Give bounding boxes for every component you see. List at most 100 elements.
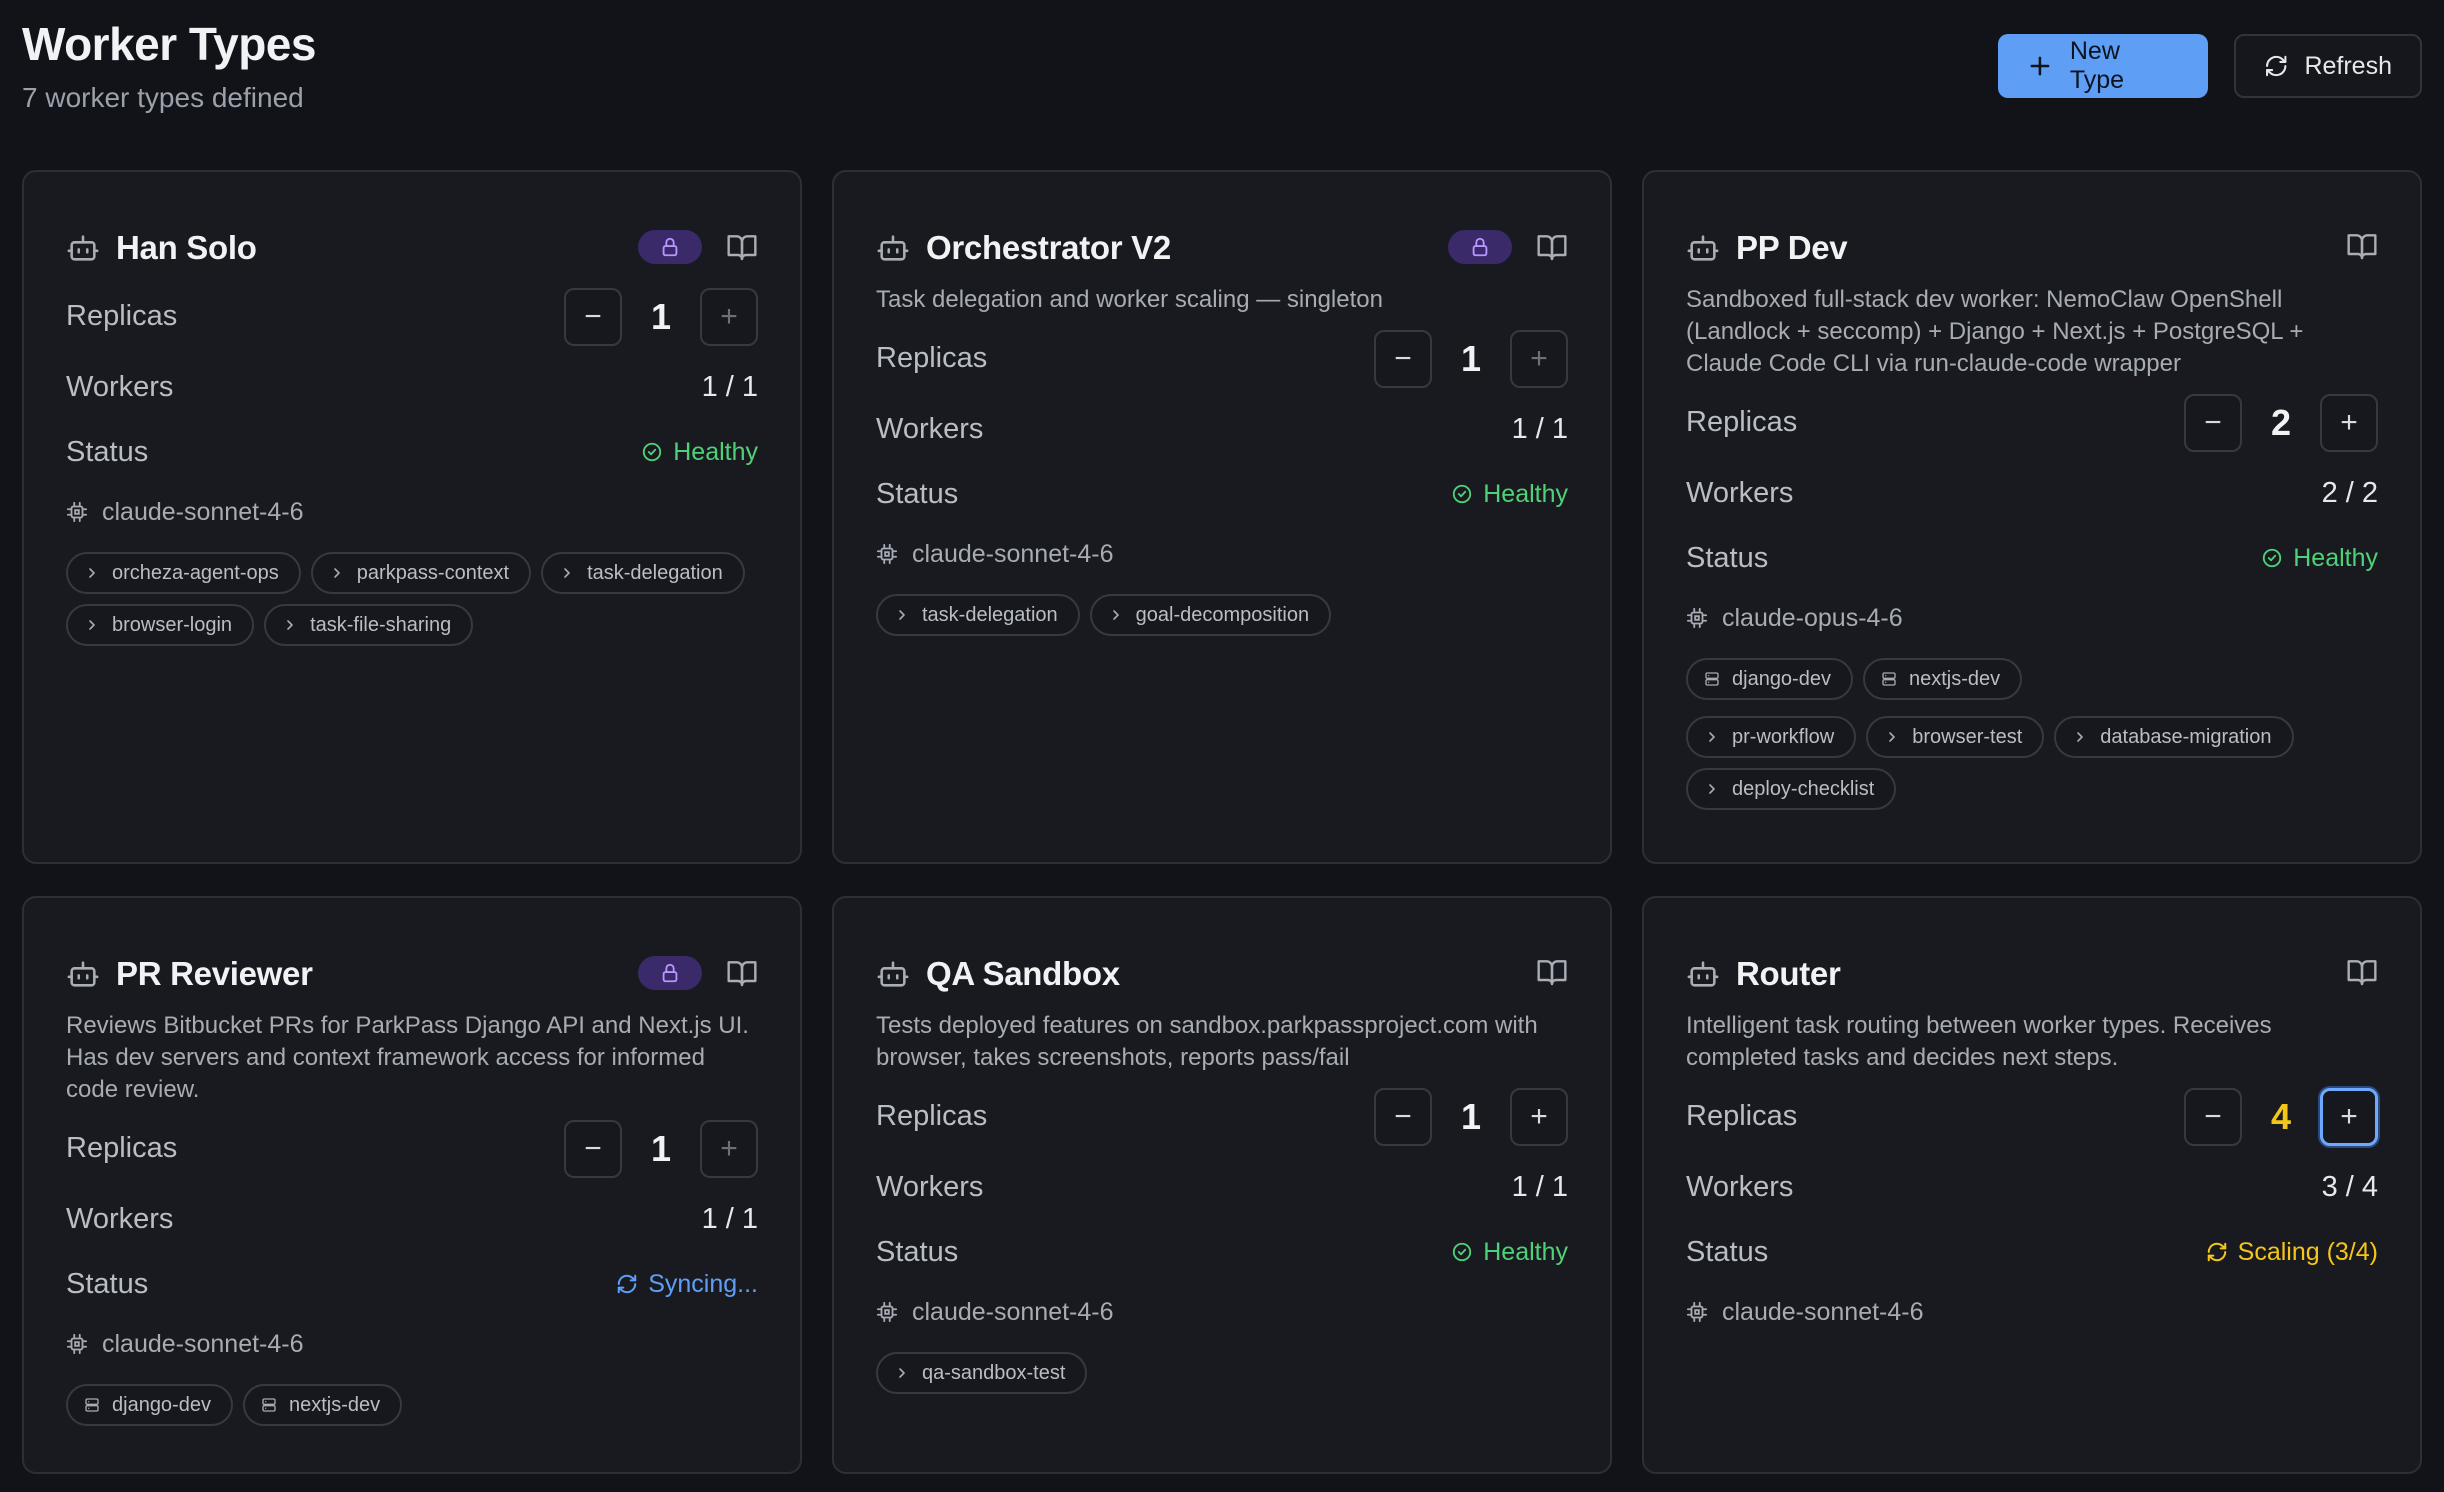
replicas-stepper: −1 + (1374, 330, 1568, 388)
status-row: Status Healthy (876, 1222, 1568, 1282)
model-row: claude-opus-4-6 (1686, 588, 2378, 648)
book-icon[interactable] (726, 231, 758, 263)
lock-icon (638, 956, 702, 990)
skill-chip[interactable]: browser-test (1866, 716, 2045, 758)
card-header: Han Solo (66, 216, 758, 280)
model-name: claude-sonnet-4-6 (912, 1297, 1114, 1326)
workers-value: 1 / 1 (1511, 1170, 1568, 1203)
environment-chip[interactable]: nextjs-dev (1862, 658, 2023, 700)
decrement-button[interactable]: − (2184, 394, 2242, 452)
skill-chip[interactable]: orcheza-agent-ops (66, 552, 301, 594)
skill-chip[interactable]: database-migration (2054, 716, 2294, 758)
environment-tags: django-dev nextjs-dev (66, 1384, 758, 1426)
card-header: Orchestrator V2 (876, 216, 1568, 280)
decrement-button[interactable]: − (564, 1120, 622, 1178)
status-text: Healthy (673, 437, 758, 466)
model-row: claude-sonnet-4-6 (66, 482, 758, 542)
skill-chip[interactable]: task-file-sharing (264, 604, 474, 646)
workers-value: 1 / 1 (701, 370, 758, 403)
decrement-button[interactable]: − (2184, 1088, 2242, 1146)
card-header-icons (1448, 230, 1568, 264)
book-icon[interactable] (1536, 231, 1568, 263)
server-icon (1881, 671, 1897, 687)
refresh-icon (2266, 55, 2287, 77)
card-header: PP Dev (1686, 216, 2378, 280)
skill-chip[interactable]: qa-sandbox-test (876, 1352, 1088, 1394)
status-row: Status Syncing... (66, 1254, 758, 1314)
server-icon (84, 1397, 100, 1413)
status-text: Scaling (3/4) (2237, 1237, 2378, 1266)
environment-label: django-dev (112, 1393, 211, 1416)
skill-label: browser-test (1912, 725, 2023, 748)
status-badge: Healthy (1451, 1238, 1568, 1267)
model-row: claude-sonnet-4-6 (876, 1282, 1568, 1342)
skill-label: database-migration (2100, 725, 2272, 748)
skill-chip[interactable]: task-delegation (541, 552, 745, 594)
workers-label: Workers (66, 1202, 174, 1235)
check-circle-icon (1451, 1241, 1473, 1263)
skill-label: qa-sandbox-test (922, 1361, 1066, 1384)
status-badge: Healthy (1451, 480, 1568, 509)
decrement-button[interactable]: − (1374, 330, 1432, 388)
skill-tags: task-delegation goal-decomposition (876, 594, 1568, 636)
book-icon[interactable] (2346, 956, 2378, 988)
book-icon[interactable] (2346, 230, 2378, 262)
decrement-button[interactable]: − (1374, 1088, 1432, 1146)
increment-button[interactable]: + (700, 288, 758, 346)
replicas-row: Replicas −1 + (66, 280, 758, 352)
skill-chip[interactable]: pr-workflow (1686, 716, 1857, 758)
status-label: Status (876, 477, 959, 510)
skill-chip[interactable]: browser-login (66, 604, 255, 646)
workers-label: Workers (66, 370, 174, 403)
environment-chip[interactable]: django-dev (1686, 658, 1853, 700)
environment-chip[interactable]: nextjs-dev (242, 1384, 403, 1426)
environment-tags: django-dev nextjs-dev (1686, 658, 2378, 700)
worker-type-card: PR Reviewer Reviews Bitbucket PRs for Par… (22, 896, 802, 1474)
skill-label: deploy-checklist (1732, 777, 1875, 800)
card-header-icons (2346, 956, 2378, 988)
cpu-icon (876, 1301, 898, 1323)
replicas-label: Replicas (876, 341, 988, 374)
status-badge: Healthy (2261, 544, 2378, 573)
new-type-button[interactable]: New Type (1998, 34, 2208, 98)
card-header: Router (1686, 942, 2378, 1006)
increment-button[interactable]: + (1510, 1088, 1568, 1146)
cpu-icon (66, 501, 88, 523)
increment-button[interactable]: + (2320, 1088, 2378, 1146)
increment-button[interactable]: + (1510, 330, 1568, 388)
replicas-label: Replicas (1686, 405, 1798, 438)
status-badge: Scaling (3/4) (2206, 1238, 2378, 1267)
new-type-label: New Type (2069, 37, 2125, 94)
skill-chip[interactable]: deploy-checklist (1686, 768, 1897, 810)
card-description: Intelligent task routing between worker … (1686, 1012, 2272, 1071)
skill-tags: pr-workflow browser-test database-migratio… (1686, 716, 2378, 810)
status-row: Status Scaling (3/4) (1686, 1222, 2378, 1282)
workers-label: Workers (1686, 1170, 1794, 1203)
bot-icon (66, 231, 100, 265)
card-title: QA Sandbox (926, 955, 1120, 992)
skill-chip[interactable]: goal-decomposition (1089, 594, 1332, 636)
workers-value: 1 / 1 (1511, 412, 1568, 445)
replicas-stepper: −1 + (1374, 1088, 1568, 1146)
status-badge: Healthy (641, 438, 758, 467)
cpu-icon (876, 543, 898, 565)
status-text: Syncing... (648, 1269, 758, 1298)
skill-chip[interactable]: parkpass-context (310, 552, 532, 594)
replicas-value: 1 (1460, 1096, 1482, 1137)
replicas-row: Replicas −1 + (876, 1080, 1568, 1152)
increment-button[interactable]: + (700, 1120, 758, 1178)
chevron-right-icon (1704, 729, 1720, 745)
book-icon[interactable] (726, 957, 758, 989)
worker-type-card: PP Dev Sandboxed full-stack dev worker: N… (1642, 170, 2422, 864)
environment-chip[interactable]: django-dev (66, 1384, 233, 1426)
sync-icon (2206, 1241, 2228, 1263)
decrement-button[interactable]: − (564, 288, 622, 346)
chevron-right-icon (1108, 607, 1124, 623)
refresh-button[interactable]: Refresh (2234, 34, 2422, 98)
increment-button[interactable]: + (2320, 394, 2378, 452)
skill-chip[interactable]: task-delegation (876, 594, 1080, 636)
chevron-right-icon (2072, 729, 2088, 745)
book-icon[interactable] (1536, 956, 1568, 988)
lock-icon (638, 230, 702, 264)
skill-tags: qa-sandbox-test (876, 1352, 1568, 1394)
